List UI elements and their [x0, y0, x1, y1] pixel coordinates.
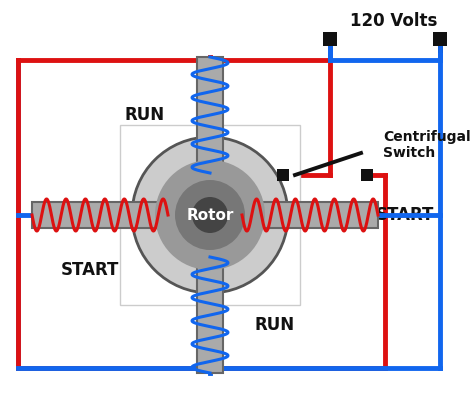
Circle shape — [192, 197, 228, 233]
Bar — [120, 125, 300, 305]
Text: RUN: RUN — [125, 106, 165, 124]
Bar — [242, 202, 378, 228]
Text: Rotor: Rotor — [186, 207, 234, 222]
Circle shape — [175, 180, 245, 250]
Bar — [197, 57, 223, 173]
Bar — [277, 169, 289, 181]
Text: 120 Volts: 120 Volts — [350, 12, 438, 30]
Bar — [197, 257, 223, 373]
Circle shape — [155, 160, 265, 270]
Bar — [32, 202, 168, 228]
Bar — [361, 169, 373, 181]
Bar — [433, 32, 447, 46]
Circle shape — [132, 137, 288, 293]
Text: START: START — [61, 261, 119, 279]
Text: Centrifugal
Switch: Centrifugal Switch — [383, 130, 471, 160]
Text: START: START — [376, 206, 434, 224]
Bar — [323, 32, 337, 46]
Text: RUN: RUN — [255, 316, 295, 334]
